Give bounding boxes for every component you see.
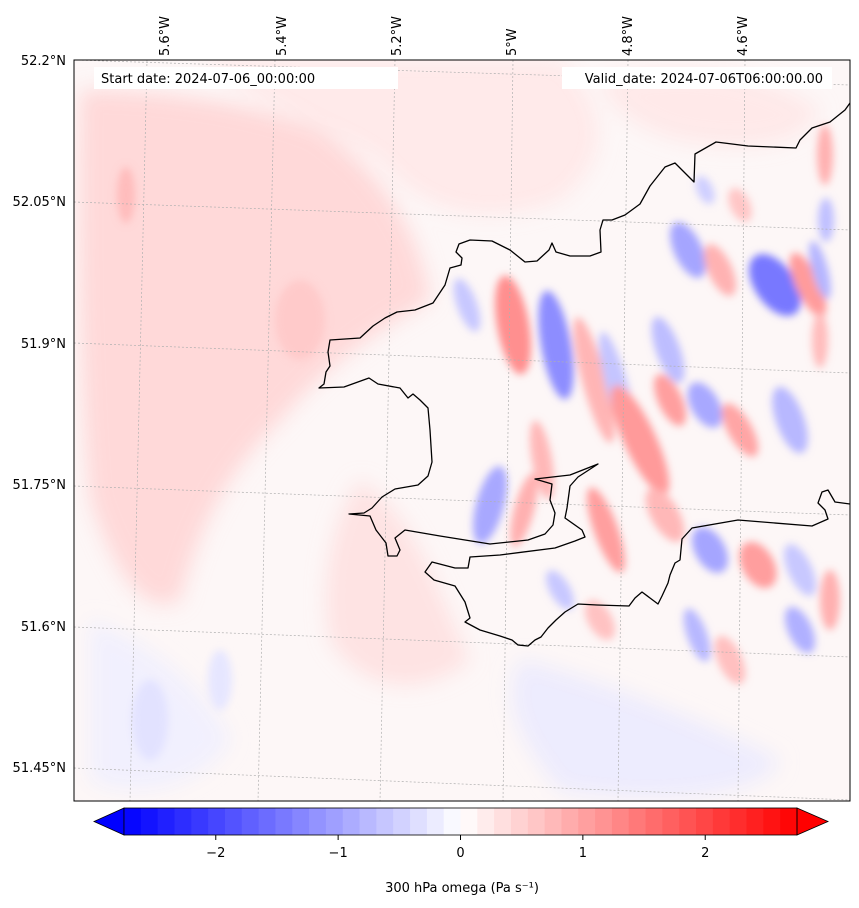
colorbar-step [292,808,310,835]
colorbar-step [393,808,411,835]
colorbar-tick-label: 1 [579,846,587,861]
colorbar-step [191,808,209,835]
colorbar-step [157,808,175,835]
colorbar-step [342,808,361,835]
lat-label: 51.45°N [13,761,66,776]
colorbar-step [544,808,562,835]
colorbar-step [746,808,764,835]
map-gridlines [74,60,850,801]
colorbar-step [174,808,192,835]
lat-label: 52.05°N [13,195,66,210]
colorbar-step [376,808,394,835]
colorbar-step [679,808,697,835]
colorbar-tick-label: 2 [701,846,709,861]
colorbar-step [729,808,748,835]
colorbar-step [443,808,461,835]
lon-label: 5.4°W [275,16,290,56]
colorbar-step [662,808,680,835]
colorbar-step [628,808,647,835]
colorbar-step [258,808,276,835]
coastline-north [318,102,850,647]
lat-label: 52.2°N [21,54,66,69]
lon-label: 4.8°W [621,16,636,56]
latitude-labels: 52.2°N 52.05°N 51.9°N 51.75°N 51.6°N 51.… [13,54,66,776]
colorbar-tick-label: −1 [329,846,348,861]
colorbar-step [578,808,596,835]
colorbar-step [275,808,293,835]
valid-date-label: Valid_date: 2024-07-06T06:00:00.00 [585,72,823,87]
lat-label: 51.9°N [21,337,66,352]
colorbar-step [325,808,344,835]
start-date-box [94,67,398,89]
lon-label: 5°W [505,28,520,56]
colorbar-step [208,808,226,835]
colorbar-step [527,808,546,835]
omega-wave-pattern [117,125,840,760]
valid-date-box [562,67,832,89]
colorbar-extend-low [93,807,125,836]
colorbar-step [241,808,260,835]
colorbar-step [561,808,579,835]
colorbar-step [410,808,428,835]
colorbar-label: 300 hPa omega (Pa s⁻¹) [385,881,539,896]
lat-label: 51.6°N [21,620,66,635]
map-panel: Start date: 2024-07-06_00:00:00 Valid_da… [13,16,851,802]
map-frame [73,59,851,802]
colorbar-tick-label: 0 [456,846,464,861]
colorbar-step [645,808,663,835]
lat-label: 51.75°N [13,478,66,493]
colorbar-step [510,808,529,835]
colorbar: −2 −1 0 1 2 300 hPa omega (Pa s⁻¹) [93,807,830,896]
colorbar-step [309,808,327,835]
colorbar-step [140,808,159,835]
colorbar-step [494,808,512,835]
colorbar-step [124,808,142,835]
colorbar-step [780,808,798,835]
lon-label: 5.2°W [390,16,405,56]
colorbar-step [595,808,613,835]
lon-label: 4.6°W [736,16,751,56]
colorbar-tick-label: −2 [206,846,225,861]
start-date-label: Start date: 2024-07-06_00:00:00 [101,72,315,87]
colorbar-extend-high [796,807,830,836]
colorbar-step [477,808,495,835]
colorbar-steps [124,808,798,835]
colorbar-step [359,808,377,835]
colorbar-ticks: −2 −1 0 1 2 [206,835,709,861]
colorbar-step [712,808,731,835]
colorbar-step [224,808,243,835]
coastline [318,102,850,647]
colorbar-step [696,808,714,835]
longitude-labels: 5.6°W 5.4°W 5.2°W 5°W 4.8°W 4.6°W [158,16,751,56]
lon-label: 5.6°W [158,16,173,56]
colorbar-step [460,808,478,835]
colorbar-step [763,808,781,835]
colorbar-step [426,808,445,835]
colorbar-step [611,808,630,835]
